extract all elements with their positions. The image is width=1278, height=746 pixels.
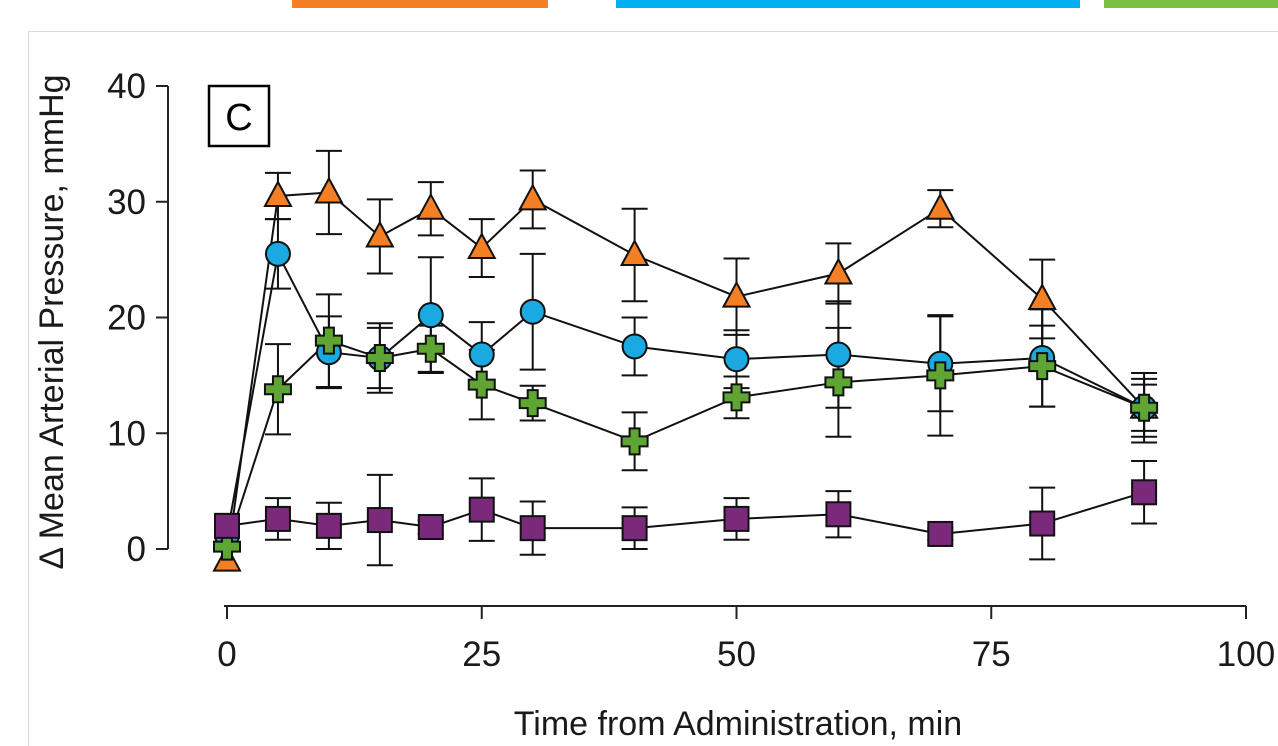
data-point-triangle — [1029, 285, 1055, 309]
data-point-circle — [521, 300, 545, 324]
y-axis-title: Δ Mean Arterial Pressure, mmHg — [33, 74, 71, 569]
data-point-circle — [623, 334, 647, 358]
series-cross — [227, 294, 1157, 546]
data-point-square — [470, 498, 494, 522]
data-point-circle — [419, 303, 443, 327]
series-line — [227, 492, 1144, 534]
data-point-square — [623, 516, 647, 540]
data-point-triangle — [622, 241, 648, 265]
data-point-triangle — [469, 234, 495, 258]
data-point-square — [725, 507, 749, 531]
data-point-triangle — [825, 260, 851, 284]
x-tick-label: 25 — [462, 635, 501, 674]
plot-area — [214, 151, 1157, 571]
series-line — [227, 341, 1144, 547]
data-point-triangle — [520, 185, 546, 209]
x-tick-label: 75 — [972, 635, 1011, 674]
y-tick-label: 10 — [107, 414, 146, 453]
data-point-circle — [826, 343, 850, 367]
data-point-cross — [418, 336, 444, 362]
y-tick-label: 40 — [107, 67, 146, 106]
data-point-cross — [622, 428, 648, 454]
data-point-cross — [520, 390, 546, 416]
data-point-triangle — [367, 222, 393, 246]
data-point-square — [317, 514, 341, 538]
data-point-circle — [470, 343, 494, 367]
y-tick-label: 0 — [127, 530, 146, 569]
panel-label: C — [225, 97, 252, 139]
series-line — [227, 254, 1144, 535]
data-point-triangle — [316, 178, 342, 202]
data-point-circle — [725, 347, 749, 371]
x-tick-label: 50 — [717, 635, 756, 674]
data-point-triangle — [927, 195, 953, 219]
x-axis-title: Time from Administration, min — [514, 705, 962, 743]
data-point-cross — [469, 372, 495, 398]
series-circle — [227, 219, 1157, 535]
x-axis-ticks: 0 25 50 75 100 — [217, 606, 1275, 674]
data-point-triangle — [418, 195, 444, 219]
markers-triangle — [214, 178, 1157, 570]
data-point-triangle — [265, 182, 291, 206]
markers-cross — [214, 328, 1157, 560]
y-tick-label: 30 — [107, 183, 146, 222]
data-point-square — [928, 522, 952, 546]
data-point-square — [215, 514, 239, 538]
markers-square — [215, 480, 1156, 546]
data-point-square — [419, 515, 443, 539]
series-line — [227, 192, 1144, 560]
data-point-square — [368, 508, 392, 532]
x-tick-label: 0 — [217, 635, 236, 674]
series-square — [227, 461, 1157, 565]
data-point-square — [266, 507, 290, 531]
data-point-square — [826, 502, 850, 526]
data-point-circle — [266, 242, 290, 266]
data-point-square — [521, 516, 545, 540]
y-axis-ticks: 0 10 20 30 40 — [107, 67, 168, 569]
x-tick-label: 100 — [1217, 635, 1275, 674]
data-point-square — [1132, 480, 1156, 504]
data-point-square — [1030, 512, 1054, 536]
y-tick-label: 20 — [107, 299, 146, 338]
data-point-cross — [825, 369, 851, 395]
markers-circle — [215, 242, 1156, 547]
